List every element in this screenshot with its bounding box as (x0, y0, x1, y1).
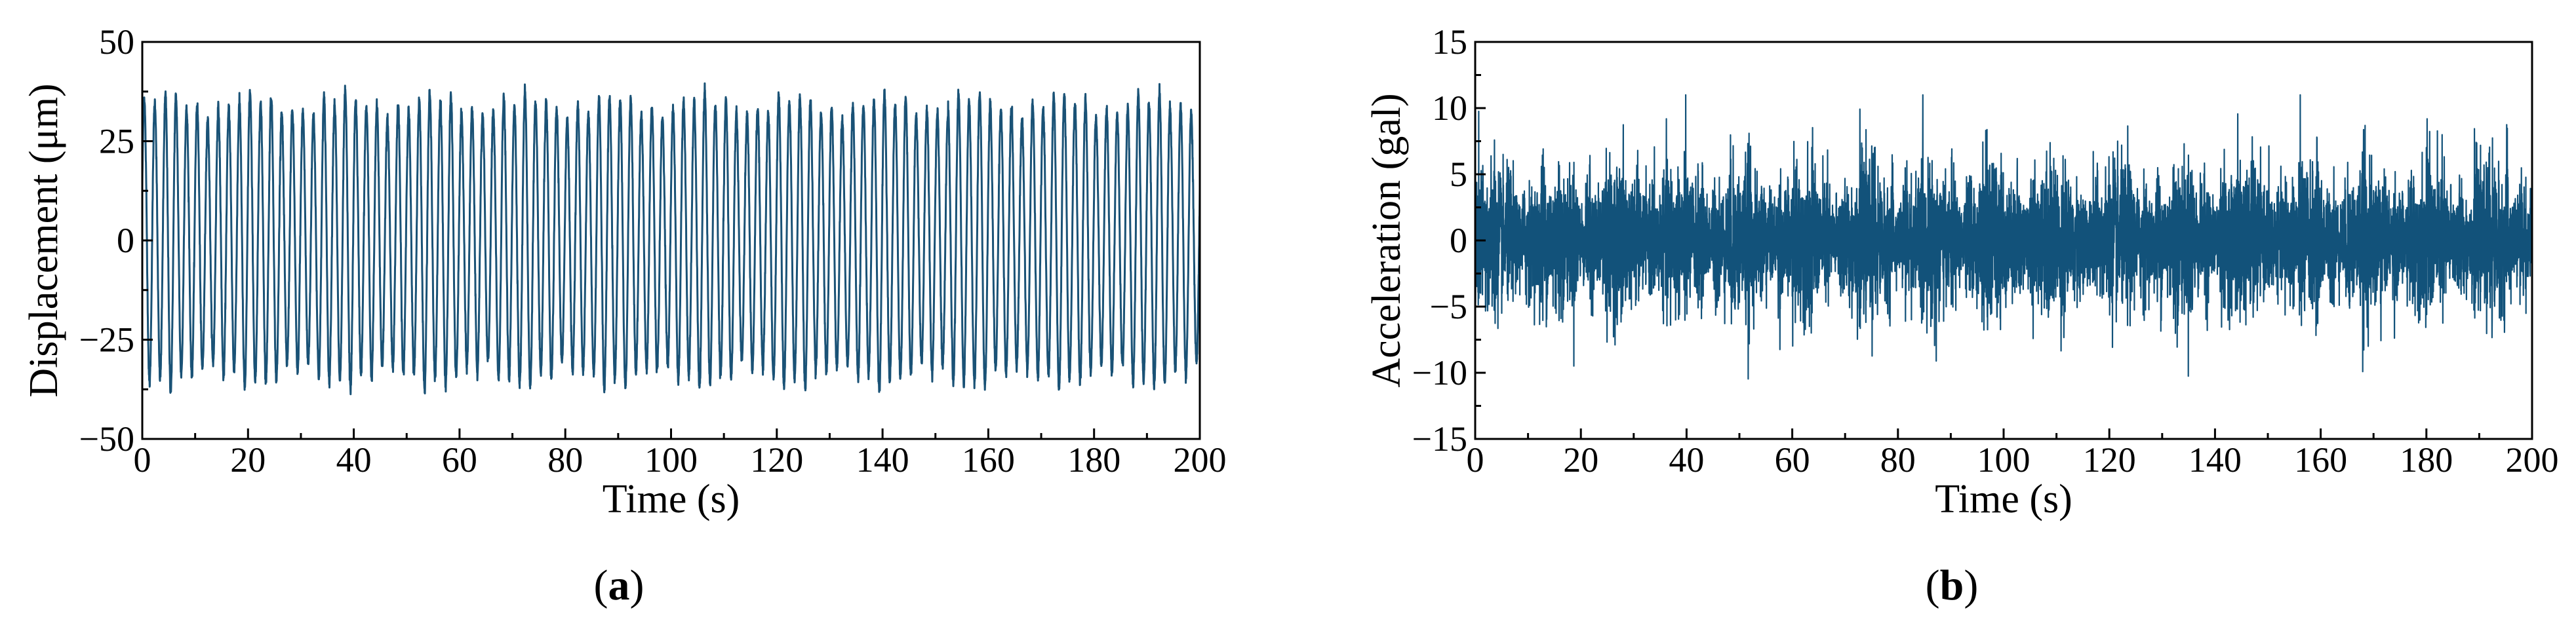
x-tick-label: 20 (230, 440, 266, 480)
x-tick-label: 80 (1880, 440, 1916, 480)
x-tick-label: 200 (1174, 440, 1227, 480)
x-tick-label: 120 (750, 440, 803, 480)
panel-label-b: (b) (1926, 561, 1979, 609)
x-tick-label: 140 (2189, 440, 2242, 480)
x-tick-label: 0 (134, 440, 151, 480)
chart-panel-b: 0 20 40 60 80 100 120 140 160 180 200 −15 −10 −5 0 5 10 1… (1364, 22, 2559, 521)
panel-label-a: (a) (594, 561, 644, 609)
y-tick-label: −5 (1430, 287, 1467, 326)
y-axis-label: Displacement (μm) (22, 83, 66, 397)
x-tick-label: 160 (2294, 440, 2347, 480)
x-tick-label: 100 (644, 440, 698, 480)
x-axis-label: Time (s) (603, 477, 740, 521)
x-tick-label: 0 (1467, 440, 1484, 480)
y-tick-label: 0 (117, 221, 134, 260)
y-tick-label: 0 (1450, 221, 1467, 260)
x-tick-label: 180 (2400, 440, 2453, 480)
x-axis-label: Time (s) (1935, 477, 2072, 521)
y-tick-label: 5 (1450, 155, 1467, 194)
y-tick-label: −15 (1412, 419, 1467, 459)
x-tick-label: 60 (1775, 440, 1810, 480)
x-tick-label: 140 (856, 440, 909, 480)
y-tick-label: 25 (99, 122, 134, 161)
x-tick-label: 180 (1067, 440, 1120, 480)
series-line (1474, 94, 2533, 380)
x-tick-label: 200 (2506, 440, 2559, 480)
x-tick-label: 160 (962, 440, 1015, 480)
y-axis-label: Acceleration (gal) (1364, 93, 1409, 387)
y-tick-label: −50 (79, 419, 134, 459)
chart-panel-a: 0 20 40 60 80 100 120 140 160 180 200 −50 −25 0 25 50 Ti… (22, 22, 1227, 521)
y-tick-label: −25 (79, 320, 134, 360)
x-tick-label: 60 (442, 440, 477, 480)
x-tick-label: 100 (1977, 440, 2031, 480)
x-tick-label: 80 (547, 440, 583, 480)
x-tick-label: 20 (1563, 440, 1598, 480)
series-line (141, 82, 1201, 396)
y-tick-label: 50 (99, 22, 134, 62)
y-tick-label: −10 (1412, 353, 1467, 392)
x-tick-label: 40 (336, 440, 372, 480)
y-tick-label: 10 (1432, 88, 1467, 128)
y-tick-label: 15 (1432, 22, 1467, 62)
x-tick-label: 120 (2083, 440, 2136, 480)
x-tick-label: 40 (1669, 440, 1704, 480)
